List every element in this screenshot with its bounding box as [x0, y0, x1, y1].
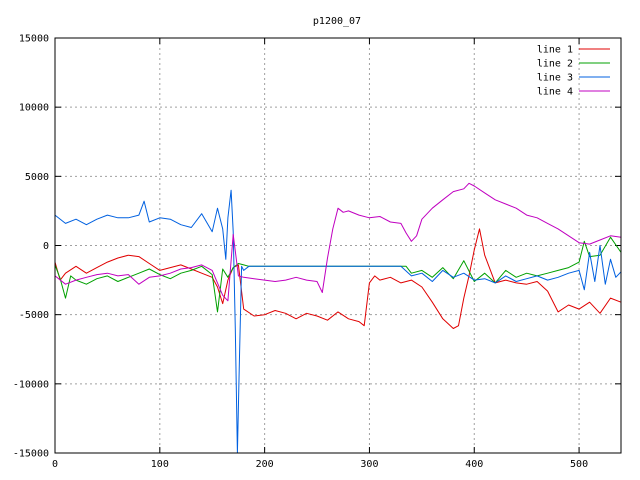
- axes: 0 100 200 300 400 500 -15000 -10000 -5000 0 5000 10…: [13, 34, 621, 470]
- x-tick-label: 100: [151, 459, 169, 470]
- y-tick-label: 5000: [25, 172, 49, 183]
- x-tick-label: 500: [570, 459, 588, 470]
- y-tick-label: -5000: [19, 310, 49, 321]
- grid-lines: [55, 38, 621, 453]
- y-tick-label: 15000: [19, 34, 49, 45]
- legend-label: line 1: [537, 45, 573, 56]
- legend-label: line 4: [537, 87, 573, 98]
- y-tick-label: 0: [43, 241, 49, 252]
- series-line-2: [54, 236, 622, 313]
- legend-label: line 2: [537, 59, 573, 70]
- series-line-3: [54, 189, 622, 454]
- x-tick-label: 0: [52, 459, 58, 470]
- y-tick-label: -15000: [13, 449, 49, 460]
- series-lines: [54, 182, 622, 454]
- legend-label: line 3: [537, 73, 573, 84]
- plot-frame: [54, 37, 622, 454]
- x-tick-label: 400: [465, 459, 483, 470]
- y-tick-label: -10000: [13, 379, 49, 390]
- chart-title: p1200_07: [313, 16, 361, 27]
- series-line-1: [54, 228, 622, 329]
- x-tick-label: 300: [360, 459, 378, 470]
- legend: line 1 line 2 line 3 line 4: [537, 45, 610, 98]
- x-tick-label: 200: [256, 459, 274, 470]
- y-tick-label: 10000: [19, 103, 49, 114]
- series-line-4: [54, 182, 622, 302]
